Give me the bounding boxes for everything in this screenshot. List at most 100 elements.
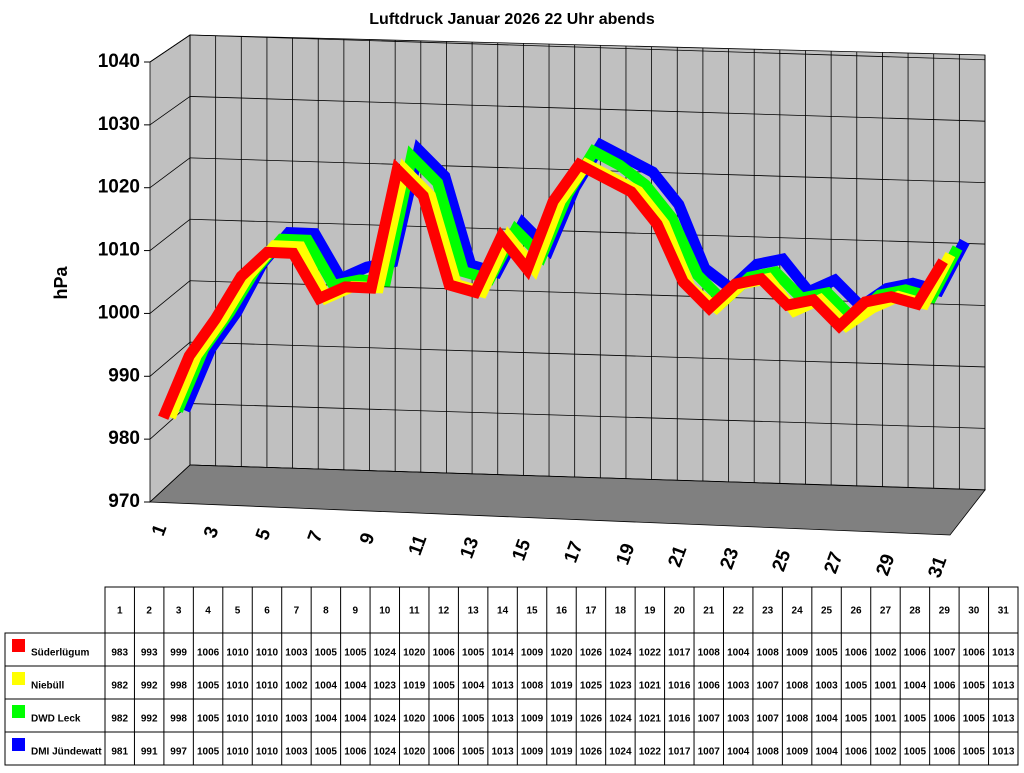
x-tick-label: 23 xyxy=(716,545,743,572)
chart-title: Luftdruck Januar 2026 22 Uhr abends xyxy=(369,11,655,28)
series-line xyxy=(158,157,948,420)
grid-line xyxy=(189,403,986,429)
table-header: 17 xyxy=(585,606,597,617)
table-header: 9 xyxy=(353,606,359,617)
table-cell: 1005 xyxy=(462,648,485,659)
table-cell: 1004 xyxy=(344,681,367,692)
table-cell: 1006 xyxy=(963,648,986,659)
x-tick-label: 3 xyxy=(200,524,223,541)
table-header: 4 xyxy=(205,606,211,617)
table-cell: 1004 xyxy=(727,747,750,758)
table-cell: 999 xyxy=(170,648,187,659)
legend-swatch xyxy=(12,738,25,751)
x-tick-label: 29 xyxy=(872,552,899,579)
table-cell: 1007 xyxy=(698,747,721,758)
table-cell: 1022 xyxy=(639,648,662,659)
table-cell: 1013 xyxy=(491,681,514,692)
table-cell: 1005 xyxy=(197,714,220,725)
table-cell: 1017 xyxy=(668,648,691,659)
table-cell: 1006 xyxy=(933,747,956,758)
table-cell: 1022 xyxy=(639,747,662,758)
table-cell: 1005 xyxy=(462,747,485,758)
x-tick-label: 1 xyxy=(148,521,171,539)
y-tick-label: 1000 xyxy=(98,302,140,323)
table-cell: 1006 xyxy=(433,747,456,758)
y-axis-label: hPa xyxy=(51,266,71,300)
table-cell: 1010 xyxy=(226,747,249,758)
table-header: 23 xyxy=(762,606,774,617)
table-cell: 1009 xyxy=(786,747,809,758)
table-cell: 1020 xyxy=(550,648,573,659)
y-tick-label: 1030 xyxy=(98,114,140,135)
table-header: 22 xyxy=(733,606,745,617)
table-header: 28 xyxy=(909,606,921,617)
x-tick-label: 19 xyxy=(612,541,639,568)
table-cell: 1003 xyxy=(727,681,750,692)
table-cell: 1010 xyxy=(256,747,279,758)
table-cell: 982 xyxy=(111,714,128,725)
table-cell: 1008 xyxy=(786,681,809,692)
table-cell: 1005 xyxy=(904,714,927,725)
grid-line xyxy=(189,96,986,122)
table-header: 21 xyxy=(703,606,715,617)
grid-line xyxy=(149,96,191,126)
table-cell: 992 xyxy=(141,681,158,692)
table-cell: 993 xyxy=(141,648,158,659)
legend-swatch xyxy=(12,705,25,718)
table-cell: 1006 xyxy=(845,648,868,659)
table-header: 20 xyxy=(674,606,686,617)
table-cell: 998 xyxy=(170,714,187,725)
x-tick-label: 25 xyxy=(768,547,795,574)
table-header: 10 xyxy=(379,606,391,617)
table-cell: 1013 xyxy=(992,648,1015,659)
table-cell: 1013 xyxy=(992,714,1015,725)
table-cell: 1004 xyxy=(315,681,338,692)
table-header: 18 xyxy=(615,606,627,617)
table-cell: 1005 xyxy=(433,681,456,692)
table-cell: 1005 xyxy=(963,681,986,692)
table-header: 7 xyxy=(294,606,300,617)
table-cell: 1003 xyxy=(285,747,308,758)
table-header: 14 xyxy=(497,606,509,617)
grid-line xyxy=(189,341,986,368)
table-header: 11 xyxy=(409,606,420,617)
table-cell: 1005 xyxy=(963,714,986,725)
x-tick-label: 15 xyxy=(508,536,535,563)
grid-line xyxy=(189,34,986,61)
table-cell: 1010 xyxy=(226,714,249,725)
table-header: 5 xyxy=(235,606,241,617)
table-cell: 1007 xyxy=(698,714,721,725)
table-cell: 991 xyxy=(141,747,158,758)
table-cell: 1023 xyxy=(374,681,397,692)
table-cell: 1009 xyxy=(521,747,544,758)
table-cell: 1003 xyxy=(285,714,308,725)
table-header: 29 xyxy=(939,606,951,617)
table-cell: 1019 xyxy=(550,714,573,725)
table-cell: 1024 xyxy=(374,714,397,725)
table-cell: 1007 xyxy=(757,681,780,692)
table-cell: 1003 xyxy=(285,648,308,659)
table-cell: 1003 xyxy=(727,714,750,725)
table-cell: 1020 xyxy=(403,648,426,659)
table-cell: 1010 xyxy=(226,648,249,659)
x-tick-label: 5 xyxy=(252,526,275,544)
table-cell: 1009 xyxy=(521,648,544,659)
y-tick-label: 990 xyxy=(108,365,140,386)
legend-swatch xyxy=(12,672,25,685)
table-cell: 1008 xyxy=(757,747,780,758)
table-cell: 1009 xyxy=(786,648,809,659)
table-cell: 1003 xyxy=(815,681,838,692)
y-tick-label: 1010 xyxy=(98,240,140,261)
grid-line xyxy=(149,280,191,314)
x-tick-label: 7 xyxy=(304,528,327,545)
table-cell: 1019 xyxy=(550,681,573,692)
table-cell: 992 xyxy=(141,714,158,725)
x-tick-label: 17 xyxy=(560,539,587,566)
table-cell: 1026 xyxy=(580,714,603,725)
table-cell: 1017 xyxy=(668,747,691,758)
table-cell: 1006 xyxy=(904,648,927,659)
table-cell: 1005 xyxy=(344,648,367,659)
y-tick-label: 1040 xyxy=(98,51,140,72)
table-cell: 1024 xyxy=(609,714,632,725)
